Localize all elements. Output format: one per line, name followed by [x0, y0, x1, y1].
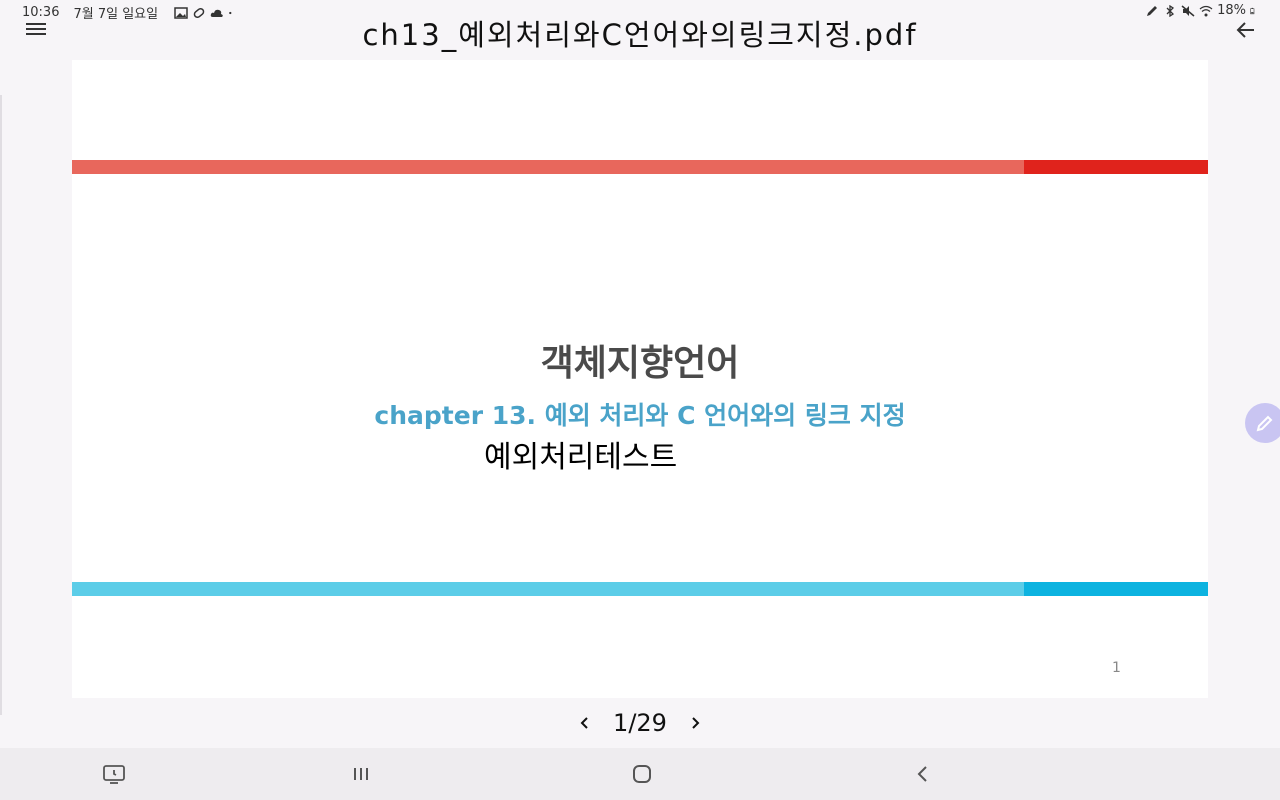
slide-note: 예외처리테스트: [484, 440, 678, 475]
top-accent-bar: [72, 160, 1208, 174]
slide-page-number: 1: [1112, 660, 1121, 676]
notification-icons: [174, 6, 236, 19]
pill-icon: [193, 7, 205, 18]
screen-capture-icon: [103, 765, 125, 784]
status-left: 10:36 7월 7일 일요일: [22, 3, 236, 22]
chevron-left-icon: [580, 717, 588, 729]
next-page-button[interactable]: [685, 713, 705, 733]
pencil-icon: [1256, 415, 1273, 432]
recents-button[interactable]: [349, 762, 373, 786]
home-button[interactable]: [630, 762, 654, 786]
page-edge-divider: [0, 95, 2, 715]
top-bar-main: [72, 160, 1024, 174]
recents-icon: [354, 768, 368, 780]
mute-icon: [1181, 4, 1195, 17]
slide-subtitle: chapter 13. 예외 처리와 C 언어와의 링크 지정: [374, 401, 906, 430]
top-bar-end: [1024, 160, 1208, 174]
wifi-icon: [1199, 5, 1213, 16]
bottom-accent-bar: [72, 582, 1208, 596]
system-nav-bar: [0, 748, 1280, 800]
image-icon: [174, 6, 188, 19]
slide-title: 객체지향언어: [540, 343, 740, 384]
chevron-left-icon: [917, 766, 927, 782]
edit-button[interactable]: [1245, 403, 1280, 443]
chevron-right-icon: [692, 717, 700, 729]
pen-icon: [1147, 5, 1158, 16]
document-title: ch13_예외처리와C언어와의링크지정.pdf: [362, 18, 918, 52]
cloud-icon: [210, 9, 223, 17]
battery-percent: 18%: [1217, 3, 1246, 18]
hamburger-line: [26, 28, 46, 30]
status-bar: 10:36 7월 7일 일요일 18%: [0, 0, 1280, 22]
hamburger-icon: [26, 23, 46, 25]
page-indicator: 1/29: [613, 709, 667, 737]
back-button[interactable]: [1234, 18, 1258, 42]
system-back-button[interactable]: [911, 762, 935, 786]
pdf-page: 객체지향언어 chapter 13. 예외 처리와 C 언어와의 링크 지정 예…: [72, 60, 1208, 698]
status-time: 10:36: [22, 5, 60, 20]
arrow-left-icon: [1236, 22, 1254, 38]
bottom-bar-main: [72, 582, 1024, 596]
dot-icon: [229, 11, 232, 14]
status-date: 7월 7일 일요일: [73, 7, 159, 22]
prev-page-button[interactable]: [575, 713, 595, 733]
bluetooth-icon: [1166, 4, 1175, 17]
battery-icon: [1250, 7, 1255, 14]
screenshot-button[interactable]: [102, 762, 126, 786]
menu-button[interactable]: [24, 20, 48, 40]
status-right: 18%: [1145, 3, 1258, 18]
home-icon: [633, 765, 651, 783]
hamburger-line: [26, 33, 46, 35]
bottom-bar-end: [1024, 582, 1208, 596]
page-navigator: 1/29: [0, 708, 1280, 738]
